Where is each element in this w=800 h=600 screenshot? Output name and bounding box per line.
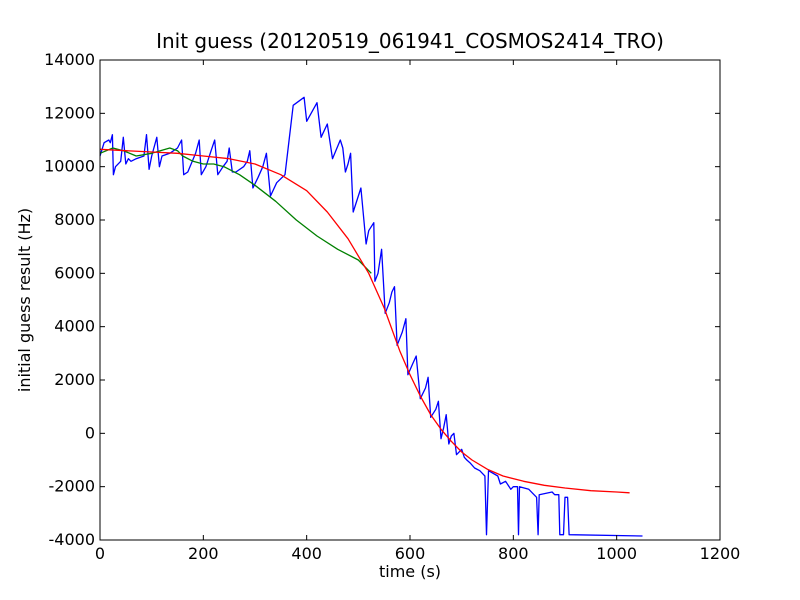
chart-title: Init guess (20120519_061941_COSMOS2414_T… [156,29,664,53]
ticks-layer: 0 200 400 600 800 1000 1200 -4000 -2000 0 2000 4000… [44,50,740,563]
y-tick-label: 14000 [44,50,95,69]
y-tick-label: 0 [85,423,95,442]
series-line-3 [99,148,630,494]
x-tick-label: 1200 [700,544,741,563]
y-tick-label: -4000 [49,530,96,549]
series-layer [99,96,643,537]
plot-area [100,60,720,540]
y-tick-label: -2000 [49,477,96,496]
x-tick-label: 800 [498,544,529,563]
plot-frame [99,59,721,541]
x-tick-label: 0 [95,544,105,563]
series-line-2 [99,147,372,274]
y-axis-label: initial guess result (Hz) [15,208,34,392]
y-tick-label: 2000 [54,370,95,389]
y-tick-label: 6000 [54,263,95,282]
x-tick-label: 1000 [596,544,637,563]
x-axis-label: time (s) [379,562,441,581]
y-tick-label: 12000 [44,103,95,122]
y-tick-label: 4000 [54,317,95,336]
x-tick-label: 200 [188,544,219,563]
y-tick-label: 8000 [54,210,95,229]
x-tick-label: 400 [291,544,322,563]
y-tick-label: 10000 [44,157,95,176]
x-tick-label: 600 [395,544,426,563]
